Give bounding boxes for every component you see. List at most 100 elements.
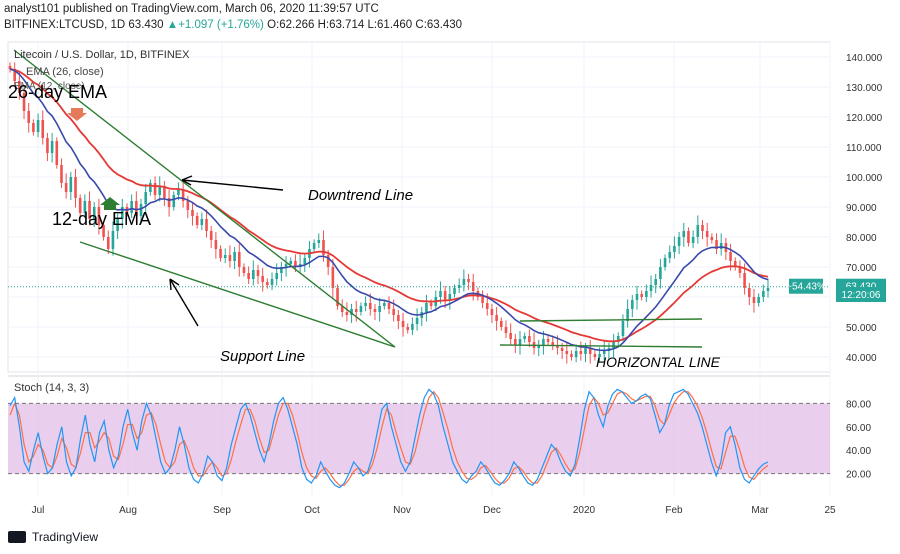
candle [565, 351, 569, 354]
candle [8, 66, 12, 69]
buy-signal-icon [100, 197, 120, 210]
candle [102, 225, 105, 237]
candle [584, 348, 587, 354]
candle [261, 276, 264, 282]
symbol: BITFINEX:LTCUSD, 1D [4, 19, 126, 31]
candle [546, 339, 550, 342]
candle [439, 291, 442, 297]
candle [130, 201, 133, 213]
candle [83, 201, 87, 213]
candle [616, 336, 620, 342]
horizontal-line-upper [519, 318, 703, 322]
y-tick-label: 50.000 [846, 323, 877, 334]
x-tick-label: Nov [393, 505, 411, 516]
candle [289, 261, 293, 264]
candle [256, 270, 260, 276]
candle [275, 273, 279, 279]
candle [677, 237, 681, 246]
candle [153, 183, 157, 195]
candle [631, 300, 634, 309]
candle [214, 240, 218, 249]
candle [570, 354, 573, 357]
candle [443, 291, 447, 300]
y-tick-label: 120.000 [846, 113, 883, 124]
candle [429, 303, 433, 306]
candle [350, 309, 353, 315]
y-tick-label: 100.000 [846, 173, 883, 184]
candle [663, 258, 667, 267]
candle [111, 231, 115, 249]
candle [602, 351, 606, 354]
price-change: +1.097 (+1.76%) [178, 19, 264, 31]
candle [654, 279, 658, 285]
symbol-info: BITFINEX:LTCUSD, 1D 63.430 ▲+1.097 (+1.7… [4, 19, 462, 31]
candle [593, 354, 597, 357]
candle [74, 177, 77, 198]
candle [710, 237, 714, 240]
candle [621, 321, 625, 336]
candle [635, 294, 639, 300]
candle [364, 303, 367, 306]
candle [116, 219, 119, 231]
candle [340, 306, 344, 312]
candle [696, 225, 700, 237]
stoch-label: Stoch (14, 3, 3) [14, 382, 89, 394]
publish-info: analyst101 published on TradingView.com,… [4, 3, 379, 15]
candle [659, 267, 662, 279]
candle [733, 261, 737, 267]
x-tick-label: Dec [483, 505, 501, 516]
candle [705, 231, 709, 237]
candle [247, 273, 250, 279]
candle [22, 93, 26, 111]
candle [354, 309, 358, 312]
candle [135, 201, 138, 216]
downtrend-annotation: Downtrend Line [308, 187, 413, 204]
candle [542, 339, 545, 345]
stoch-band [8, 403, 830, 474]
stoch-y-tick-label: 60.00 [846, 423, 871, 434]
x-tick-label: Sep [213, 505, 231, 516]
candle [766, 288, 770, 291]
candle [701, 225, 704, 231]
candle [195, 216, 199, 225]
candle [649, 285, 653, 291]
candle [252, 270, 255, 279]
candle [462, 279, 466, 285]
last-price: 63.430 [128, 19, 164, 31]
candle [738, 267, 742, 273]
candle [144, 192, 147, 204]
legend-ema-26: EMA (26, close) [26, 66, 104, 78]
y-tick-label: 80.000 [846, 233, 877, 244]
candle [242, 267, 246, 273]
candle [560, 348, 564, 351]
candle [18, 81, 21, 93]
candle [762, 291, 765, 297]
candle [167, 198, 171, 207]
horizontal-annotation: HORIZONTAL LINE [596, 354, 721, 370]
candle [186, 201, 190, 210]
candle [719, 243, 723, 249]
x-tick-label: Jul [32, 505, 45, 516]
candle [60, 165, 63, 183]
ema26-annotation: 26-day EMA [8, 82, 107, 102]
candle [598, 354, 601, 357]
ohlc-values: O:62.266 H:63.714 L:61.460 C:63.430 [267, 19, 463, 31]
candle [149, 183, 152, 192]
x-tick-label: 25 [824, 505, 836, 516]
candle [626, 309, 629, 321]
stoch-y-tick-label: 80.00 [846, 399, 871, 410]
candle [495, 315, 498, 321]
candle [387, 303, 391, 309]
candle [514, 339, 517, 345]
candle [490, 309, 494, 315]
candle [359, 306, 363, 312]
candle [312, 243, 316, 249]
candle [401, 321, 405, 327]
chart-title: Litecoin / U.S. Dollar, 1D, BITFINEX [14, 49, 190, 61]
y-tick-label: 140.000 [846, 53, 883, 64]
logo-text: TradingView [32, 530, 99, 544]
y-tick-label: 110.000 [846, 143, 882, 154]
ema-12-line [9, 68, 769, 352]
horizontal-line-lower [499, 344, 703, 348]
